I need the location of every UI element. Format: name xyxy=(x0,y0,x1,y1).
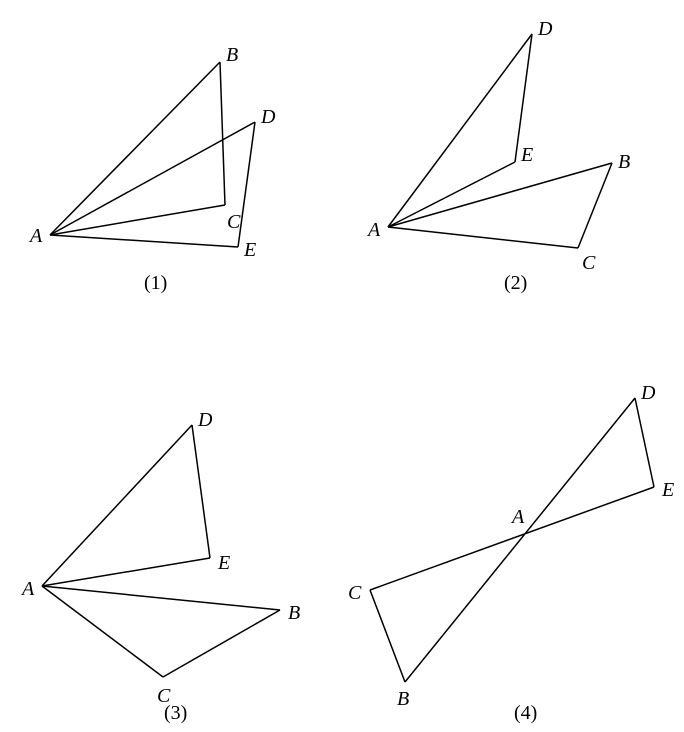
edge-AD xyxy=(388,34,532,227)
vertex-label-D: D xyxy=(198,409,212,432)
vertex-label-E: E xyxy=(218,552,230,575)
vertex-label-B: B xyxy=(397,688,409,711)
vertex-label-C: C xyxy=(227,211,240,234)
vertex-label-D: D xyxy=(641,382,655,405)
edge-AB xyxy=(388,163,612,227)
vertex-label-A: A xyxy=(22,578,34,601)
edge-BC xyxy=(220,62,225,205)
vertex-label-D: D xyxy=(538,18,552,41)
edge-DE xyxy=(192,425,210,558)
diagram-svg xyxy=(0,0,684,732)
vertex-label-A: A xyxy=(512,506,524,529)
vertex-label-A: A xyxy=(30,225,42,248)
edge-BC xyxy=(370,590,405,682)
panel-number-3: (3) xyxy=(164,702,187,725)
vertex-label-C: C xyxy=(348,582,361,605)
edge-AE xyxy=(50,235,238,247)
vertex-label-B: B xyxy=(288,602,300,625)
edge-DE xyxy=(238,122,255,247)
vertex-label-A: A xyxy=(368,219,380,242)
edge-AC xyxy=(42,586,163,677)
vertex-label-C: C xyxy=(582,252,595,275)
edge-AE xyxy=(388,162,515,227)
edge-AB xyxy=(42,586,280,610)
edge-BC xyxy=(578,163,612,248)
edge-AE xyxy=(42,558,210,586)
edge-AD xyxy=(42,425,192,586)
vertex-label-E: E xyxy=(662,479,674,502)
panel-number-4: (4) xyxy=(514,702,537,725)
edge-BC xyxy=(163,610,280,677)
vertex-label-B: B xyxy=(618,151,630,174)
panel-number-2: (2) xyxy=(504,272,527,295)
edge-AB xyxy=(50,62,220,235)
vertex-label-E: E xyxy=(521,144,533,167)
edge-DE xyxy=(635,398,654,487)
vertex-label-E: E xyxy=(244,239,256,262)
edge-CE xyxy=(370,487,654,590)
panel-number-1: (1) xyxy=(144,272,167,295)
vertex-label-B: B xyxy=(226,44,238,67)
edge-BD xyxy=(405,398,635,682)
vertex-label-D: D xyxy=(261,106,275,129)
edge-AC xyxy=(388,227,578,248)
